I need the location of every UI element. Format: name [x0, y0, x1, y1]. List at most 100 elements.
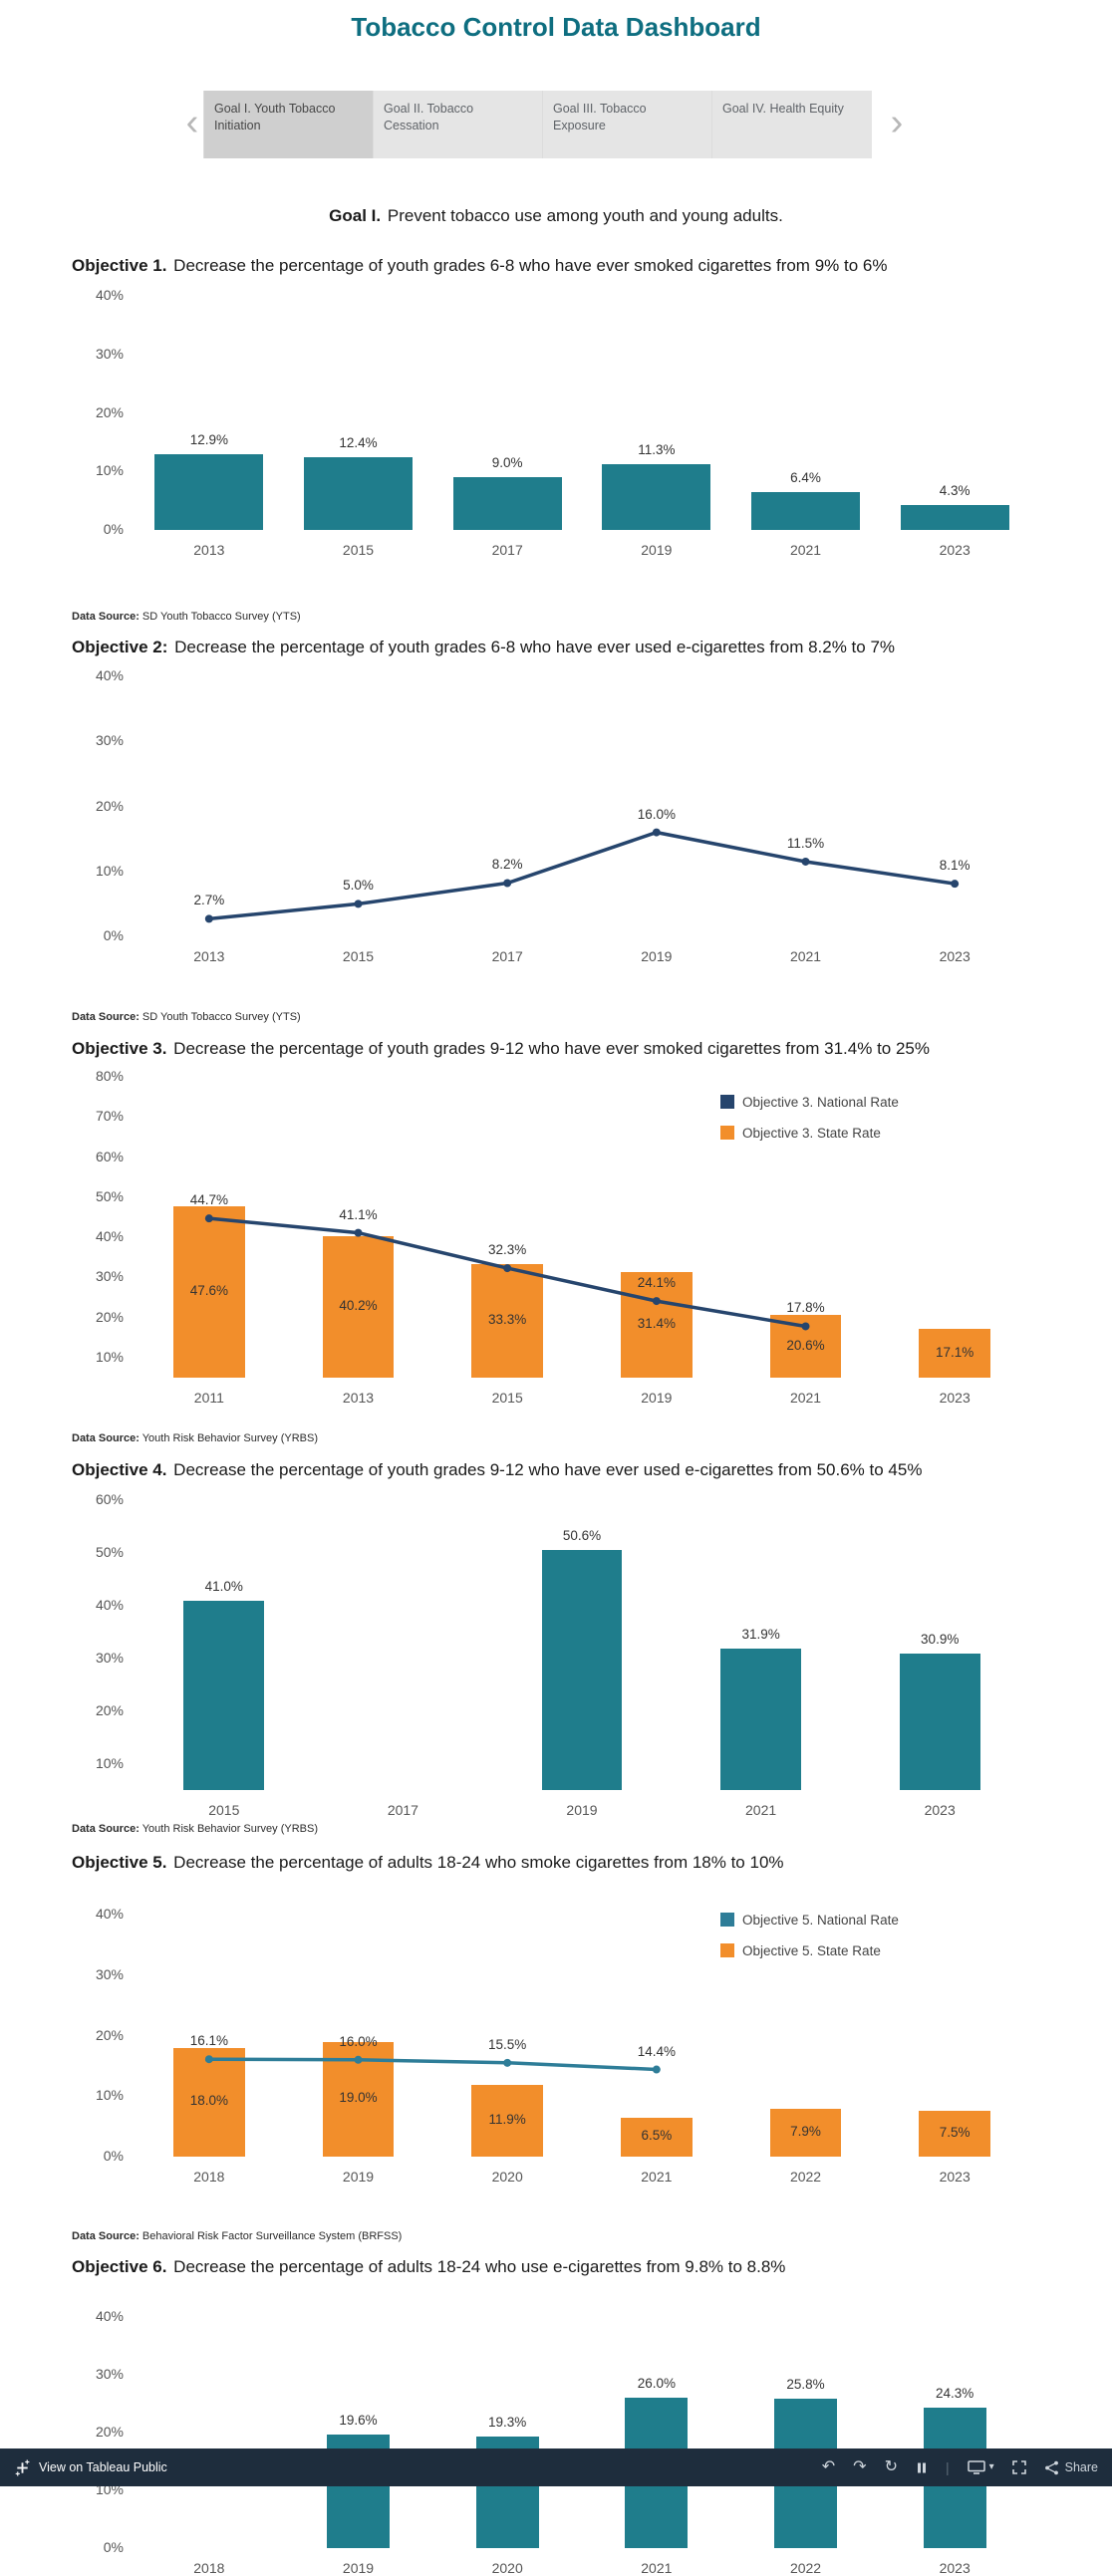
x-axis-label: 2013	[193, 948, 225, 964]
bar[interactable]	[172, 1206, 245, 1378]
bar[interactable]	[471, 2084, 544, 2157]
x-axis-label: 2011	[193, 1390, 224, 1406]
goal-tabs: ‹ Goal I. Youth Tobacco Initiation Goal …	[181, 91, 908, 158]
data-source-label: Data Source:	[72, 611, 139, 623]
value-label: 24.1%	[637, 1275, 676, 1291]
tabs-next-chevron[interactable]: ›	[890, 102, 904, 143]
tab-goal-1-youth-tobacco-initiation[interactable]: Goal I. Youth Tobacco Initiation	[203, 91, 373, 158]
plot-area[interactable]: 19.6% 19.3% 26.0% 25.8% 24.3%	[135, 2317, 1029, 2548]
footer-toolbar: ↶ ↷ ↻ | ▾ Share	[821, 2458, 1098, 2476]
bar[interactable]	[183, 1600, 265, 1790]
value-label: 19.0%	[339, 2090, 378, 2106]
y-axis-tick-label: 50%	[95, 1187, 124, 1204]
legend-label: Objective 3. State Rate	[742, 1125, 881, 1141]
x-axis-label: 2018	[193, 2169, 225, 2185]
x-axis-label: 2015	[342, 948, 375, 964]
bar[interactable]	[750, 492, 861, 530]
x-axis: 2018 2019 2020 2021 2022 2023	[135, 2560, 1029, 2576]
x-axis-label: 2021	[641, 2169, 673, 2185]
tableau-footer: View on Tableau Public ↶ ↷ ↻ | ▾ Shar	[0, 2448, 1112, 2486]
share-button[interactable]: Share	[1044, 2460, 1098, 2475]
objective-1-chart[interactable]: 0% 10% 20% 30% 40% 12.9% 12.4% 9.0% 11.3% 6.4% 4.3…	[0, 287, 1112, 558]
bar[interactable]	[154, 454, 264, 530]
plot-area[interactable]: 41.0% 50.6% 31.9% 30.9%	[135, 1500, 1029, 1790]
redo-icon[interactable]: ↷	[853, 2458, 867, 2475]
tab-goal-4-health-equity[interactable]: Goal IV. Health Equity	[711, 91, 872, 158]
x-axis-label: 2019	[641, 948, 673, 964]
value-label: 15.5%	[488, 2036, 527, 2052]
legend-label: Objective 5. National Rate	[742, 1912, 899, 1928]
tab-goal-2-tobacco-cessation[interactable]: Goal II. Tobacco Cessation	[373, 91, 542, 158]
value-label: 11.9%	[488, 2111, 526, 2127]
value-label: 6.5%	[641, 2128, 673, 2144]
value-label: 16.0%	[339, 2033, 378, 2049]
tabs-prev-chevron[interactable]: ‹	[185, 102, 199, 143]
y-axis-tick-label: 20%	[95, 2424, 124, 2440]
x-axis-label: 2015	[342, 542, 375, 558]
y-axis-tick-label: 0%	[103, 521, 124, 537]
plot-area[interactable]: 47.6% 40.2% 33.3% 31.4% 20.6% 17.1% 44.7% 41.1%…	[135, 1077, 1029, 1378]
objective-5-chart[interactable]: 0% 10% 20% 30% 40% 18.0% 19.0% 11.9% 6.5% 7.9% 7.5…	[0, 1906, 1112, 2185]
bar[interactable]	[620, 1271, 693, 1378]
y-axis-tick-label: 40%	[95, 1228, 124, 1245]
x-axis-label: 2020	[491, 2169, 523, 2185]
value-label: 12.4%	[339, 435, 378, 451]
trend-line[interactable]	[135, 676, 1029, 936]
y-axis-tick-label: 40%	[95, 2308, 124, 2324]
x-axis-label: 2019	[342, 2169, 375, 2185]
y-axis-tick-label: 40%	[95, 1906, 124, 1922]
tab-goal-3-tobacco-exposure[interactable]: Goal III. Tobacco Exposure	[542, 91, 711, 158]
objective-6-chart[interactable]: 0% 10% 20% 30% 40% 19.6% 19.3% 26.0% 25.8% 24.3% 2…	[0, 2308, 1112, 2576]
bar[interactable]	[322, 1236, 395, 1378]
view-on-tableau-public-link[interactable]: View on Tableau Public	[14, 2458, 167, 2476]
replay-icon[interactable]: ↻	[884, 2458, 898, 2475]
pause-icon[interactable]	[916, 2461, 928, 2474]
value-label: 30.9%	[921, 1631, 960, 1647]
bar[interactable]	[452, 477, 562, 530]
objective-4-chart[interactable]: 10% 20% 30% 40% 50% 60% 41.0% 50.6% 31.9% 30.9% 20…	[0, 1491, 1112, 1818]
bar[interactable]	[602, 463, 711, 530]
plot-area[interactable]: 2.7% 5.0% 8.2% 16.0% 11.5% 8.1%	[135, 676, 1029, 936]
objective-1-data-source: Data Source: SD Youth Tobacco Survey (YT…	[72, 611, 301, 623]
device-preview-button[interactable]: ▾	[967, 2459, 994, 2475]
value-label: 2.7%	[193, 893, 225, 908]
bar[interactable]	[919, 1329, 991, 1378]
bar[interactable]	[541, 1549, 623, 1790]
plot-area[interactable]: 12.9% 12.4% 9.0% 11.3% 6.4% 4.3%	[135, 296, 1029, 530]
y-axis-tick-label: 10%	[95, 462, 124, 479]
objective-4-label: Objective 4.	[72, 1460, 167, 1479]
x-axis: 2013 2015 2017 2019 2021 2023	[135, 542, 1029, 558]
bar[interactable]	[303, 457, 414, 530]
value-label: 44.7%	[189, 1192, 228, 1208]
bar[interactable]	[720, 1648, 801, 1790]
value-label: 9.0%	[491, 455, 523, 471]
bar[interactable]	[899, 1653, 980, 1790]
x-axis-label: 2023	[939, 2560, 971, 2576]
objective-2-chart[interactable]: 0% 10% 20% 30% 40% 2.7% 5.0% 8.2% 16.0% 11.5% 8.1%…	[0, 667, 1112, 964]
fullscreen-icon[interactable]	[1011, 2460, 1026, 2474]
data-source-label: Data Source:	[72, 1432, 139, 1444]
bar[interactable]	[900, 504, 1009, 530]
trend-line[interactable]	[135, 1077, 1029, 1378]
bar[interactable]	[620, 2117, 693, 2157]
x-axis-label: 2019	[641, 542, 673, 558]
y-axis-tick-label: 80%	[95, 1068, 124, 1084]
value-label: 19.3%	[488, 2415, 527, 2431]
trend-line[interactable]	[135, 1915, 1029, 2157]
value-label: 41.1%	[339, 1206, 378, 1222]
x-axis-label: 2021	[789, 1390, 822, 1406]
bar[interactable]	[919, 2111, 991, 2157]
value-label: 7.5%	[939, 2125, 971, 2141]
x-axis: 2015 2017 2019 2021 2023	[135, 1802, 1029, 1818]
value-label: 11.5%	[786, 835, 825, 851]
objective-2-data-source: Data Source: SD Youth Tobacco Survey (YT…	[72, 1011, 301, 1023]
bar[interactable]	[769, 2109, 842, 2157]
plot-area[interactable]: 18.0% 19.0% 11.9% 6.5% 7.9% 7.5% 16.1% 16.0% 15.…	[135, 1915, 1029, 2157]
bar[interactable]	[471, 1264, 544, 1378]
objective-3-chart[interactable]: 10% 20% 30% 40% 50% 60% 70% 80% 47.6% 40.2% 33.3% 3…	[0, 1068, 1112, 1406]
undo-icon[interactable]: ↶	[821, 2458, 836, 2475]
y-axis-tick-label: 20%	[95, 2026, 124, 2043]
x-axis-label: 2020	[491, 2560, 523, 2576]
value-label: 17.1%	[936, 1344, 974, 1360]
bar[interactable]	[172, 2047, 245, 2157]
